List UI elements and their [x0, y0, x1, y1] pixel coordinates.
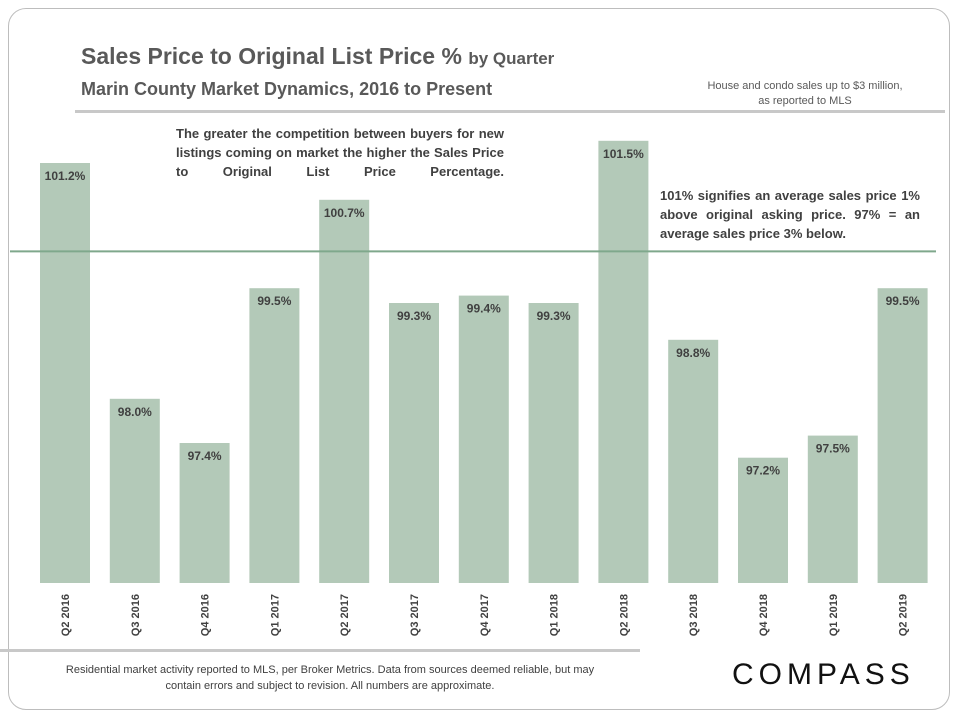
category-label: Q3 2017 [409, 594, 421, 636]
bar-q4-2016 [179, 443, 230, 583]
category-label: Q2 2018 [618, 594, 630, 636]
chart-title-suffix: by Quarter [468, 49, 555, 68]
data-label: 99.4% [467, 302, 501, 316]
bar-q2-2017 [319, 199, 370, 584]
data-label: 99.3% [397, 309, 431, 323]
bar-q4-2018 [738, 457, 788, 583]
data-label: 98.8% [676, 346, 710, 360]
category-label: Q4 2017 [479, 594, 491, 636]
data-label: 99.3% [537, 309, 571, 323]
category-label: Q3 2016 [130, 594, 142, 636]
compass-logo: COMPASS [732, 658, 915, 691]
bar-q1-2017 [249, 288, 300, 583]
bar-q2-2018 [598, 140, 649, 584]
header-divider [75, 110, 945, 113]
data-label: 101.2% [45, 169, 86, 183]
category-label: Q1 2018 [549, 594, 561, 636]
data-label: 99.5% [257, 294, 291, 308]
bar-q1-2018 [528, 303, 579, 583]
data-scope-note: House and condo sales up to $3 million, … [707, 80, 903, 107]
competition-callout: The greater the competition between buye… [176, 124, 504, 181]
data-label: 101.5% [603, 147, 644, 161]
category-label: Q3 2018 [688, 594, 700, 636]
data-label: 97.5% [816, 442, 850, 456]
bar-q3-2017 [389, 303, 439, 583]
footer-divider [0, 649, 640, 652]
category-label: Q1 2019 [828, 594, 840, 636]
data-label: 97.2% [746, 464, 780, 478]
bar-q4-2017 [458, 295, 509, 583]
bar-q2-2019 [877, 288, 928, 583]
chart-title-main: Sales Price to Original List Price % [81, 43, 462, 69]
chart-title: Sales Price to Original List Price % by … [81, 43, 554, 70]
bar-q2-2016 [40, 163, 90, 583]
data-label: 98.0% [118, 405, 152, 419]
category-label: Q2 2016 [60, 594, 72, 636]
category-label: Q4 2018 [758, 594, 770, 636]
category-label: Q2 2019 [898, 594, 910, 636]
chart-subtitle: Marin County Market Dynamics, 2016 to Pr… [81, 79, 493, 99]
data-label: 100.7% [324, 206, 365, 220]
bar-q3-2016 [109, 398, 160, 583]
category-label: Q2 2017 [339, 594, 351, 636]
explanation-callout: 101% signifies an average sales price 1%… [656, 186, 924, 243]
data-label: 99.5% [886, 294, 920, 308]
data-label: 97.4% [188, 449, 222, 463]
category-label: Q4 2016 [200, 594, 212, 636]
bar-q1-2019 [807, 435, 858, 583]
bar-q3-2018 [668, 339, 719, 583]
category-label: Q1 2017 [269, 594, 281, 636]
footer-disclaimer: Residential market activity reported to … [65, 664, 595, 692]
